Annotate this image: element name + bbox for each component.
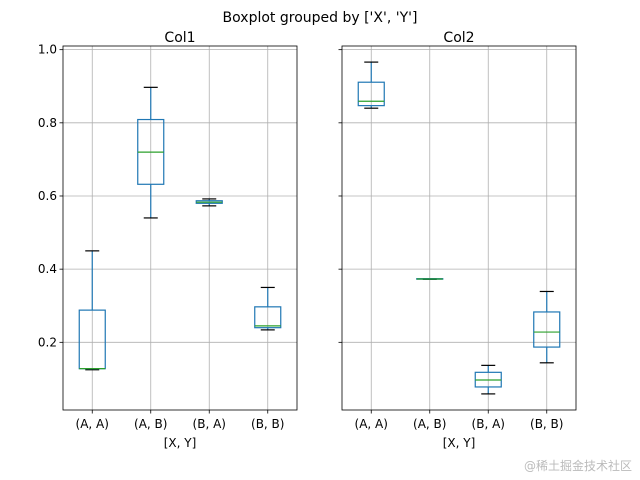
x-axis-label-col1: [X, Y] <box>164 436 197 450</box>
figure-suptitle: Boxplot grouped by ['X', 'Y'] <box>223 10 418 26</box>
y-tick-label: 0.2 <box>38 335 57 349</box>
y-tick-label: 0.6 <box>38 189 57 203</box>
box-iqr <box>533 311 561 348</box>
watermark: @稀土掘金技术社区 <box>523 459 632 473</box>
x-tick-label: (A, B) <box>134 417 167 431</box>
x-tick-label: (B, B) <box>530 417 563 431</box>
y-tick-label: 0.4 <box>38 262 57 276</box>
panel-title-col1: Col1 <box>164 30 195 46</box>
x-tick-label: (A, A) <box>76 417 109 431</box>
x-tick-label: (B, B) <box>251 417 284 431</box>
box-iqr <box>254 306 282 329</box>
x-tick-label: (A, A) <box>355 417 388 431</box>
y-tick-label: 0.8 <box>38 116 57 130</box>
box-iqr <box>357 81 385 107</box>
x-tick-label: (B, A) <box>472 417 505 431</box>
panel-title-col2: Col2 <box>443 30 474 46</box>
axes-frame <box>62 45 298 411</box>
x-axis-label-col2: [X, Y] <box>443 436 476 450</box>
y-tick-label: 1.0 <box>38 43 57 57</box>
x-tick-label: (A, B) <box>413 417 446 431</box>
x-tick-label: (B, A) <box>193 417 226 431</box>
axes-frame <box>341 45 577 411</box>
